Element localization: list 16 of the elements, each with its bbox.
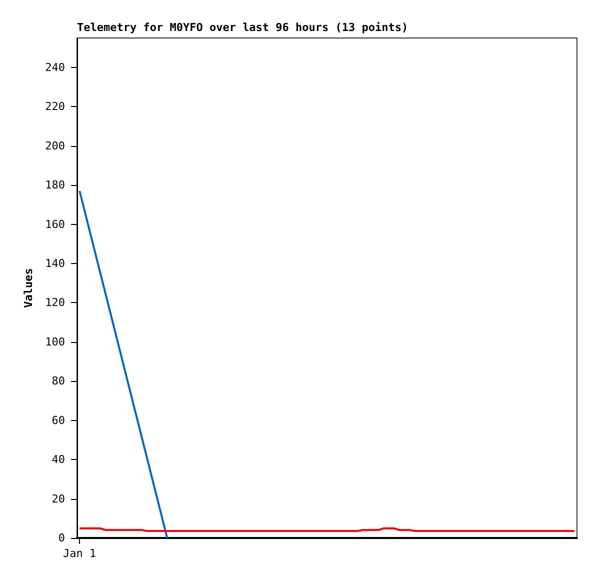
y-tick-label: 60 <box>52 414 65 427</box>
y-tick-label: 120 <box>45 296 65 310</box>
y-tick-label: 160 <box>45 218 65 231</box>
y-tick-label: 240 <box>45 60 65 74</box>
y-tick-label: 140 <box>45 256 65 270</box>
y-tick-label: 40 <box>52 453 65 466</box>
y-tick-label: 20 <box>52 492 65 506</box>
y-axis-title: Values <box>22 268 36 308</box>
y-tick-label: 200 <box>45 139 65 152</box>
y-tick-label: 80 <box>52 374 65 388</box>
chart-title: Telemetry for M0YFO over last 96 hours (13 points) <box>77 21 408 34</box>
y-tick-label: 0 <box>58 532 65 544</box>
y-tick-label: 220 <box>45 100 65 114</box>
x-tick-label: Jan 1 <box>63 547 96 560</box>
y-tick-label: 100 <box>45 335 65 348</box>
y-tick-label: 180 <box>45 178 65 192</box>
